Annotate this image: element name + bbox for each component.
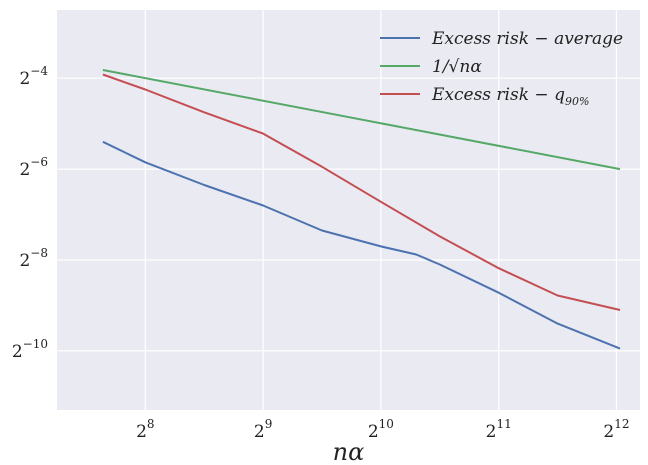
legend-label-2: Excess risk − q90%: [431, 85, 589, 108]
x-tick-label-2: 210: [368, 417, 394, 442]
y-tick-label-2: 2−8: [19, 246, 48, 271]
x-tick-label-0: 28: [136, 417, 154, 442]
vertical-gridlines: [144, 10, 618, 410]
series-line-0: [102, 140, 621, 350]
x-tick-label-4: 212: [603, 417, 629, 442]
legend-label-1: 1/√nα: [432, 57, 482, 77]
y-tick-label-1: 2−6: [19, 155, 48, 180]
x-tick-label-3: 211: [486, 417, 512, 442]
plot-area: [57, 10, 640, 410]
x-axis-label: nα: [333, 438, 365, 465]
legend: Excess risk − average 1/√nα Excess risk − …: [380, 29, 623, 108]
y-tick-label-3: 2−10: [12, 337, 48, 362]
y-tick-labels: 2−4 2−6 2−8 2−10: [12, 64, 49, 362]
series-line-1: [102, 69, 621, 171]
x-tick-labels: 28 29 210 211 212: [136, 417, 629, 442]
legend-label-0: Excess risk − average: [431, 29, 623, 49]
series-line-2: [102, 73, 621, 311]
y-tick-label-0: 2−4: [19, 64, 48, 89]
horizontal-gridlines: [57, 77, 640, 352]
x-tick-label-1: 29: [254, 417, 272, 442]
series-lines: [102, 69, 621, 350]
